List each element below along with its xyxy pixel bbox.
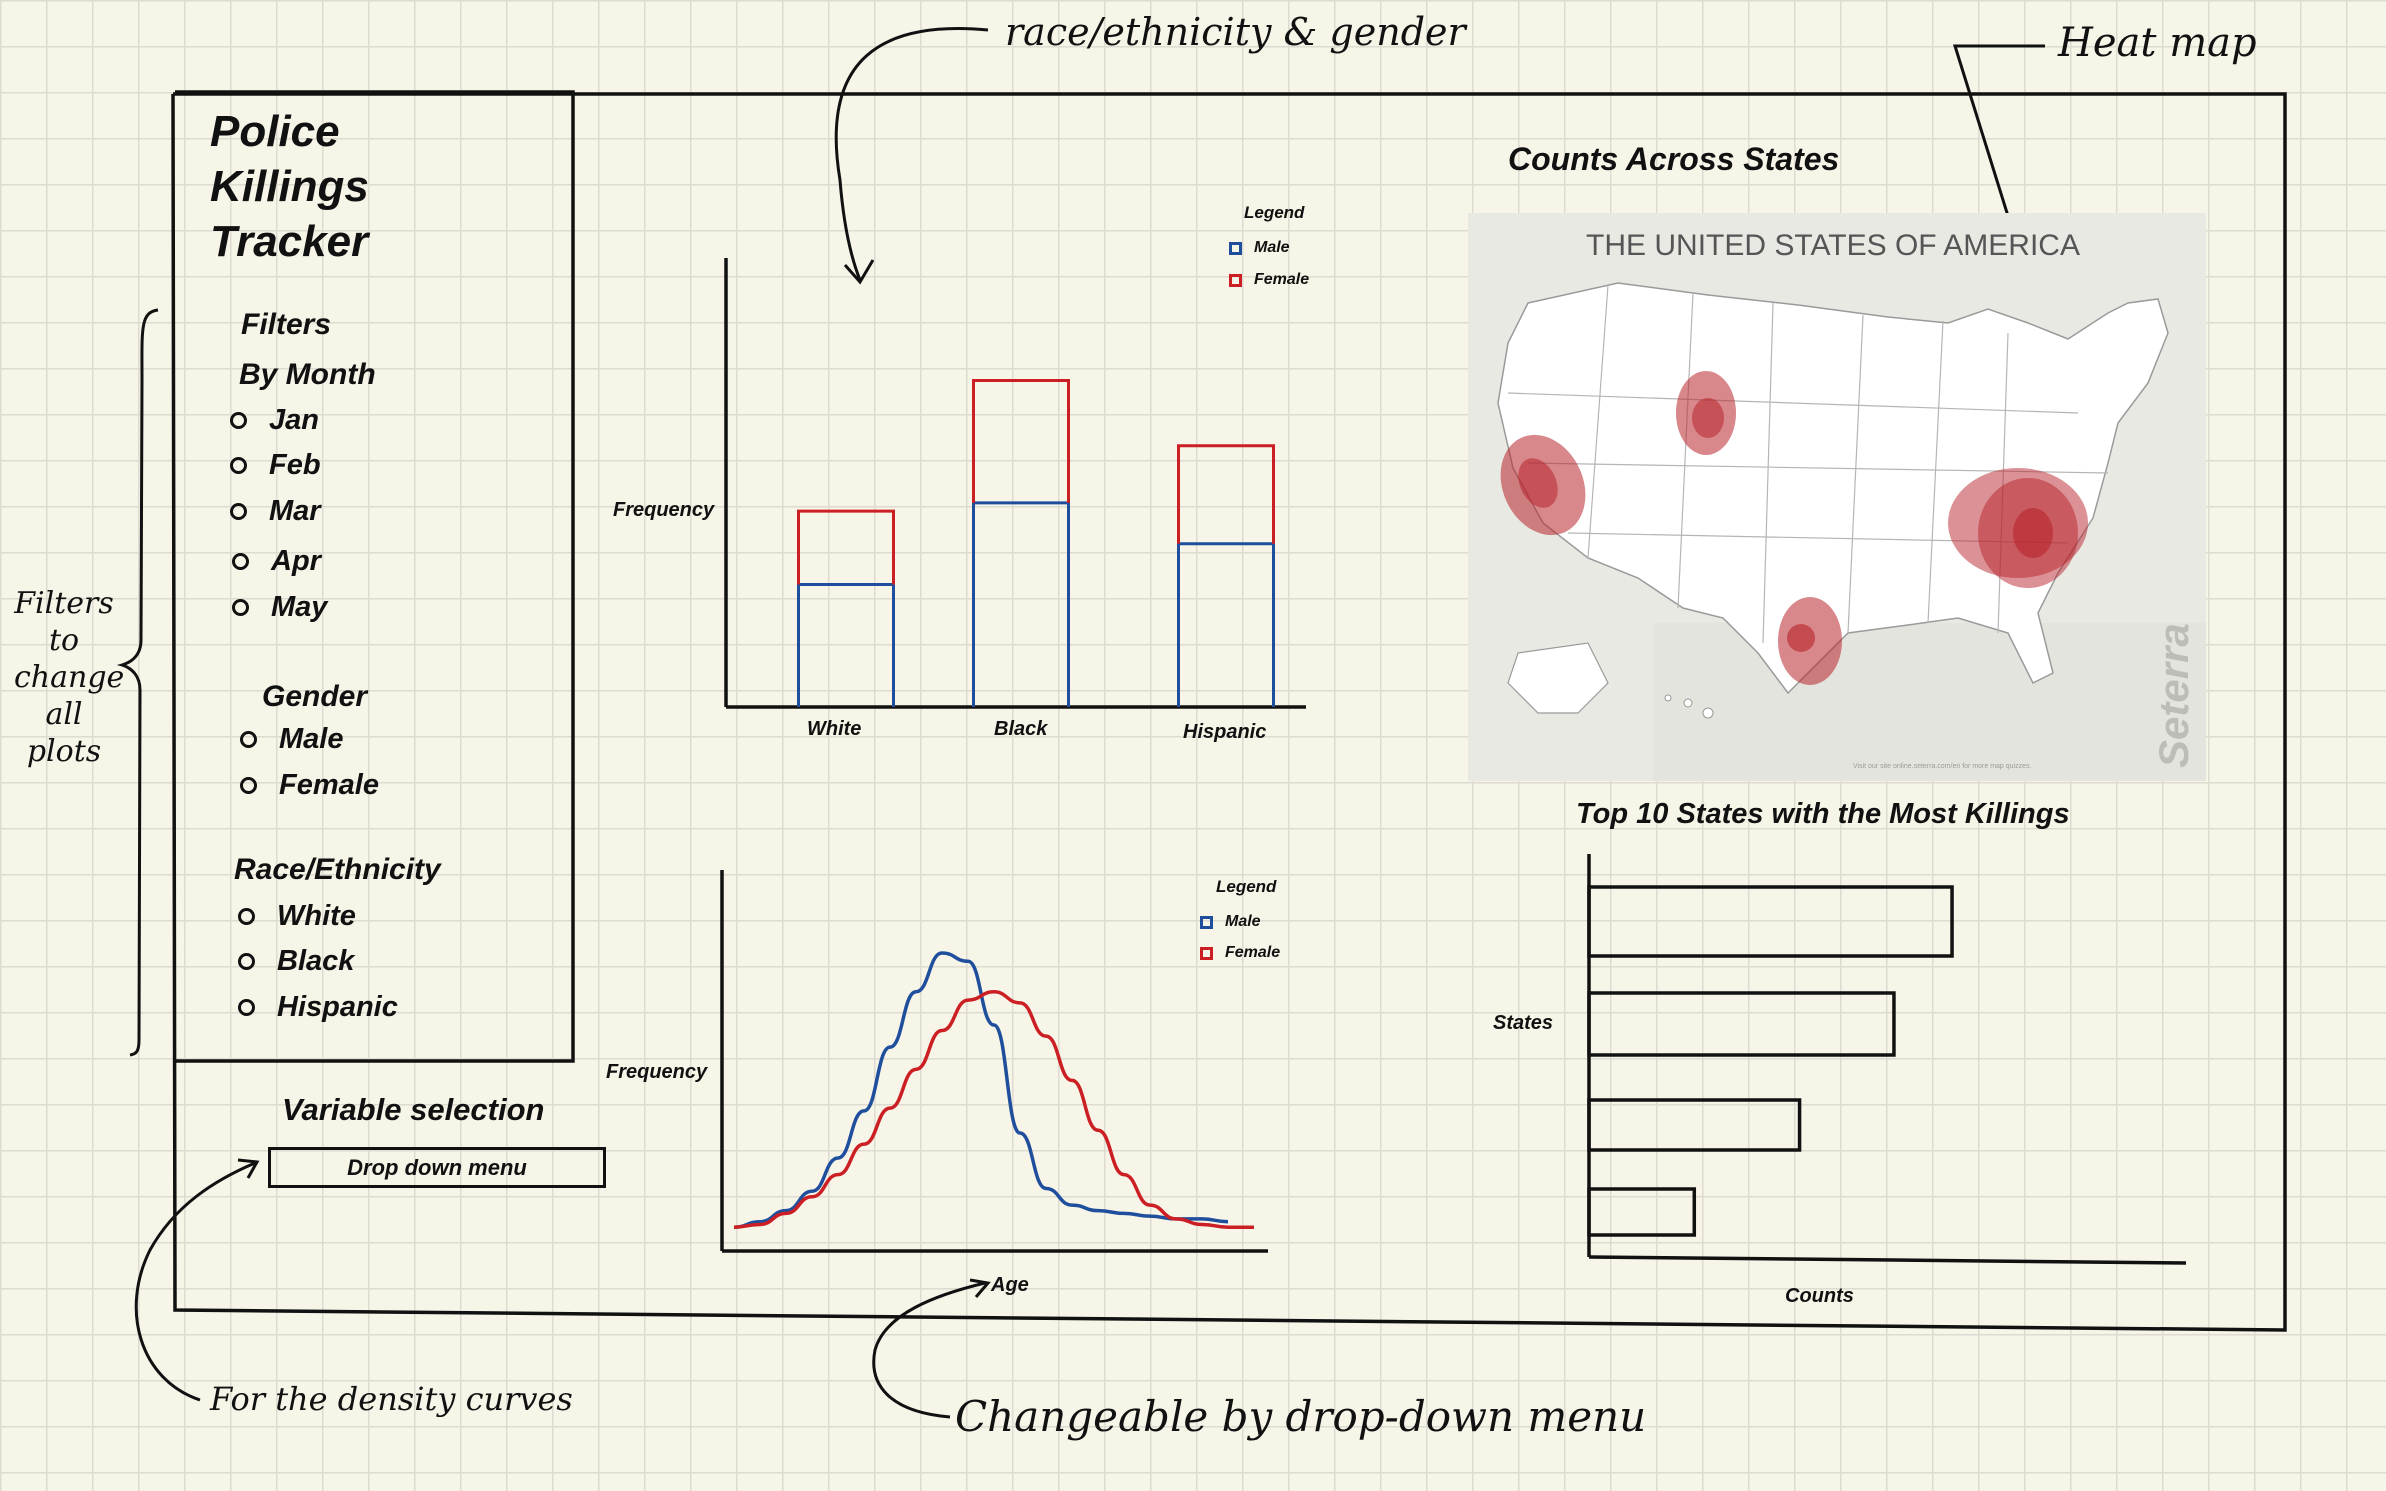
density-chart-xlabel: Age bbox=[991, 1274, 1029, 1296]
annotation-heat-map: Heat map bbox=[2058, 20, 2257, 66]
legend-swatch-icon bbox=[1229, 241, 1242, 255]
density-curve-male bbox=[733, 951, 1229, 1229]
annotation-density-note: For the density curves bbox=[210, 1380, 573, 1418]
map-heading: Counts Across States bbox=[1508, 141, 1840, 177]
race-gender-bar-chart bbox=[724, 258, 1306, 709]
dashboard-frame bbox=[171, 92, 2287, 1332]
variable-selection-heading: Variable selection bbox=[282, 1092, 545, 1127]
radio-circle-icon[interactable] bbox=[240, 777, 257, 794]
radio-circle-icon[interactable] bbox=[238, 953, 255, 970]
us-outline bbox=[1497, 282, 2169, 695]
us-map-image: THE UNITED STATES OF AMERICA Seterra Vis… bbox=[1497, 229, 2206, 781]
bar-female-hispanic bbox=[1177, 444, 1275, 544]
gender-filter-heading: Gender bbox=[262, 680, 368, 713]
bar-female-white bbox=[797, 509, 895, 585]
radio-circle-icon[interactable] bbox=[238, 908, 255, 925]
brace-icon bbox=[116, 308, 159, 1057]
top10-xlabel: Counts bbox=[1785, 1285, 1854, 1307]
bar-male-white bbox=[797, 583, 895, 707]
top10-bar-1 bbox=[1587, 885, 1954, 958]
bar-chart-ylabel: Frequency bbox=[613, 499, 715, 521]
density-chart-ylabel: Frequency bbox=[606, 1061, 708, 1083]
annotation-filters-note: Filters to change all plots bbox=[14, 586, 125, 769]
map-footnote: Visit our site online.seterra.com/en for… bbox=[1853, 763, 2032, 770]
top10-x-axis bbox=[1588, 1255, 2187, 1265]
bar-legend-male: Male bbox=[1229, 239, 1290, 257]
bar-female-black bbox=[972, 378, 1070, 503]
page-title: Police Killings Tracker bbox=[210, 107, 369, 266]
radio-circle-icon[interactable] bbox=[232, 553, 249, 570]
bar-legend-title: Legend bbox=[1244, 203, 1305, 222]
top10-heading: Top 10 States with the Most Killings bbox=[1576, 798, 2070, 830]
radio-circle-icon[interactable] bbox=[230, 503, 247, 520]
arrow-density-note-icon bbox=[134, 1161, 256, 1402]
radio-race-black[interactable]: Black bbox=[238, 945, 354, 978]
radio-race-hispanic[interactable]: Hispanic bbox=[238, 991, 398, 1024]
radio-circle-icon[interactable] bbox=[240, 731, 257, 748]
bar-legend-female: Female bbox=[1229, 271, 1309, 289]
filters-heading: Filters bbox=[241, 308, 332, 341]
radio-month-apr[interactable]: Apr bbox=[232, 545, 321, 578]
legend-swatch-icon bbox=[1200, 946, 1213, 960]
arrow-heat-map-icon bbox=[1952, 44, 2045, 294]
variable-dropdown[interactable]: Drop down menu bbox=[268, 1147, 606, 1188]
radio-month-mar[interactable]: Mar bbox=[230, 495, 321, 528]
bar-tick-white: White bbox=[807, 718, 862, 740]
annotation-dropdown-note: Changeable by drop-down menu bbox=[955, 1392, 1647, 1441]
arrow-dropdown-note-icon bbox=[872, 1281, 986, 1419]
density-legend-title: Legend bbox=[1216, 877, 1277, 896]
us-heat-map: THE UNITED STATES OF AMERICA Seterra Vis… bbox=[1468, 213, 2206, 781]
radio-circle-icon[interactable] bbox=[232, 599, 249, 616]
annotation-race-gender: race/ethnicity & gender bbox=[1005, 10, 1466, 54]
map-title: THE UNITED STATES OF AMERICA bbox=[1586, 229, 2080, 262]
radio-circle-icon[interactable] bbox=[230, 457, 247, 474]
top10-bar-2 bbox=[1587, 991, 1896, 1057]
radio-circle-icon[interactable] bbox=[230, 412, 247, 429]
top10-bar-4 bbox=[1587, 1187, 1697, 1237]
legend-swatch-icon bbox=[1229, 273, 1242, 287]
radio-month-feb[interactable]: Feb bbox=[230, 449, 321, 482]
bar-male-hispanic bbox=[1177, 542, 1275, 707]
top10-bar-chart bbox=[1587, 854, 2187, 1265]
bar-male-black bbox=[972, 501, 1070, 707]
radio-gender-female[interactable]: Female bbox=[240, 769, 379, 802]
radio-month-may[interactable]: May bbox=[232, 591, 327, 624]
arrow-race-gender-icon bbox=[834, 27, 989, 281]
density-curve-female bbox=[733, 990, 1254, 1229]
age-density-chart bbox=[720, 870, 1268, 1253]
bar-tick-hispanic: Hispanic bbox=[1183, 721, 1267, 743]
sidebar-frame bbox=[175, 90, 575, 1063]
radio-month-jan[interactable]: Jan bbox=[230, 404, 319, 437]
legend-swatch-icon bbox=[1200, 915, 1213, 929]
race-filter-heading: Race/Ethnicity bbox=[234, 853, 441, 886]
bar-tick-black: Black bbox=[994, 718, 1048, 740]
top10-ylabel: States bbox=[1493, 1012, 1554, 1034]
month-filter-heading: By Month bbox=[239, 358, 376, 391]
radio-race-white[interactable]: White bbox=[238, 900, 356, 933]
radio-circle-icon[interactable] bbox=[238, 999, 255, 1016]
density-legend-female: Female bbox=[1200, 944, 1280, 962]
radio-gender-male[interactable]: Male bbox=[240, 723, 343, 756]
density-legend-male: Male bbox=[1200, 913, 1261, 931]
map-watermark: Seterra bbox=[2150, 623, 2197, 768]
top10-bar-3 bbox=[1587, 1098, 1802, 1152]
